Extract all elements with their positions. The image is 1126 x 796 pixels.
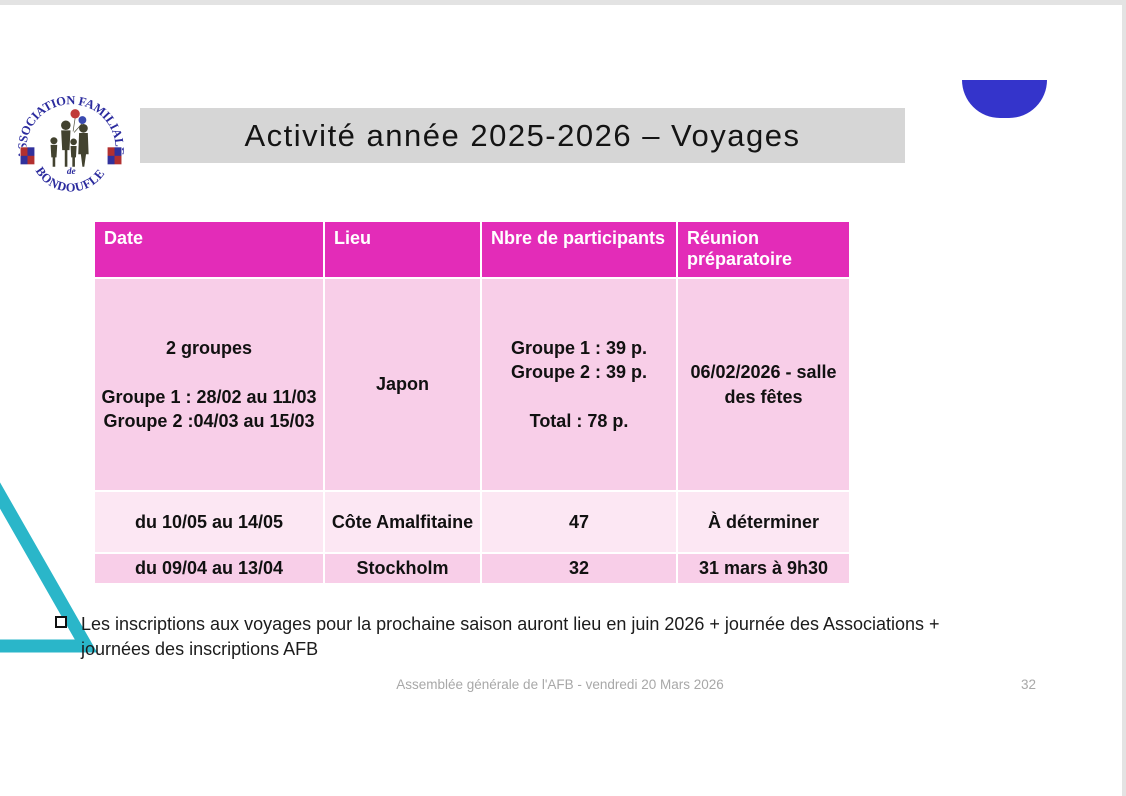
header-reunion: Réunion préparatoire: [678, 222, 849, 277]
slide-title: Activité année 2025-2026 – Voyages: [244, 117, 801, 153]
window-right-border: [1122, 0, 1126, 796]
bullet-note-text: Les inscriptions aux voyages pour la pro…: [81, 614, 940, 659]
page-number: 32: [1020, 677, 1036, 692]
header-participants: Nbre de participants: [482, 222, 676, 277]
cell-lieu-amalfi: Côte Amalfitaine: [325, 492, 480, 552]
logo-de-text: de: [67, 167, 76, 177]
family-silhouette-icon: [50, 120, 89, 167]
balloons-icon: [70, 109, 87, 133]
cell-participants-stockholm: 32: [482, 554, 676, 583]
cell-lieu-stockholm: Stockholm: [325, 554, 480, 583]
logo-graphic: ASSOCIATION FAMILIALE BONDOUFLE de: [15, 91, 127, 203]
cell-date-japon: 2 groupes Groupe 1 : 28/02 au 11/03 Grou…: [95, 279, 323, 490]
square-bullet-icon: [55, 616, 67, 628]
cell-date-stockholm: du 09/04 au 13/04: [95, 554, 323, 583]
footer-title: Assemblée générale de l'AFB - vendredi 2…: [396, 677, 724, 692]
cell-reunion-japon: 06/02/2026 - salle des fêtes: [678, 279, 849, 490]
cell-participants-amalfi: 47: [482, 492, 676, 552]
cell-date-amalfi: du 10/05 au 14/05: [95, 492, 323, 552]
right-shield-icon: [106, 146, 123, 165]
table-row: du 09/04 au 13/04 Stockholm 32 31 mars à…: [95, 554, 849, 583]
cell-reunion-amalfi: À déterminer: [678, 492, 849, 552]
half-circle-decoration: [962, 80, 1047, 118]
left-shield-icon: [19, 146, 36, 165]
table-header-row: Date Lieu Nbre de participants Réunion p…: [95, 222, 849, 277]
voyages-table: Date Lieu Nbre de participants Réunion p…: [93, 220, 851, 585]
header-date: Date: [95, 222, 323, 277]
title-bar: Activité année 2025-2026 – Voyages: [140, 108, 905, 163]
table-row: du 10/05 au 14/05 Côte Amalfitaine 47 À …: [95, 492, 849, 552]
cell-reunion-stockholm: 31 mars à 9h30: [678, 554, 849, 583]
window-top-border: [0, 0, 1126, 5]
association-logo: ASSOCIATION FAMILIALE BONDOUFLE de: [14, 90, 128, 204]
bullet-note: Les inscriptions aux voyages pour la pro…: [55, 612, 970, 662]
cell-participants-japon: Groupe 1 : 39 p. Groupe 2 : 39 p. Total …: [482, 279, 676, 490]
cell-lieu-japon: Japon: [325, 279, 480, 490]
table-row: 2 groupes Groupe 1 : 28/02 au 11/03 Grou…: [95, 279, 849, 490]
header-lieu: Lieu: [325, 222, 480, 277]
